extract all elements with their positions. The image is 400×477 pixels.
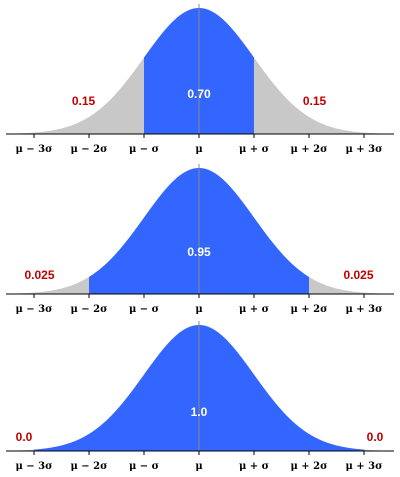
panel-2: μ − 3σ μ − 2σ μ − σ μ μ + σ μ + 2σ μ + 3σ 0.95… xyxy=(6,164,394,315)
panel-3-tick-label: μ − 2σ xyxy=(71,461,108,472)
panel-2-ticks: μ − 3σ μ − 2σ μ − σ μ μ + σ μ + 2σ μ + 3σ xyxy=(16,294,383,315)
panel-1-tick-label: μ − σ xyxy=(129,144,159,155)
panel-3-right-tail-value: 0.0 xyxy=(367,430,384,444)
panel-2-tick-label: μ + 2σ xyxy=(291,304,328,315)
panel-1-tick-label: μ + 2σ xyxy=(291,144,328,155)
panel-2-tick-label: μ − σ xyxy=(129,304,159,315)
panel-3-tick-label: μ + 3σ xyxy=(346,461,383,472)
panel-2-tick-label: μ − 3σ xyxy=(16,304,53,315)
panel-1-tick-label: μ + 3σ xyxy=(346,144,383,155)
panel-1-ticks: μ − 3σ μ − 2σ μ − σ μ μ + σ μ + 2σ μ + 3σ xyxy=(16,134,383,155)
panel-2-tick-label: μ − 2σ xyxy=(71,304,108,315)
panel-1-center-value: 0.70 xyxy=(187,87,211,101)
panel-1-tick-label: μ xyxy=(195,144,202,155)
panel-2-right-tail-value: 0.025 xyxy=(343,268,373,282)
panel-3-tick-label: μ − 3σ xyxy=(16,461,53,472)
panel-3-tick-label: μ − σ xyxy=(129,461,159,472)
panel-3-center-value: 1.0 xyxy=(191,405,208,419)
panel-1-tick-label: μ − 3σ xyxy=(16,144,53,155)
panel-2-tick-label: μ + 3σ xyxy=(346,304,383,315)
panel-3-tick-label: μ xyxy=(195,461,202,472)
panel-3-tick-label: μ + 2σ xyxy=(291,461,328,472)
panel-2-tick-label: μ + σ xyxy=(239,304,269,315)
panel-2-center-value: 0.95 xyxy=(187,245,211,259)
panel-3-left-tail-value: 0.0 xyxy=(16,430,33,444)
panel-2-left-tail-value: 0.025 xyxy=(24,268,54,282)
panel-1-right-tail-value: 0.15 xyxy=(303,94,327,108)
panel-3-tick-label: μ + σ xyxy=(239,461,269,472)
panel-3-ticks: μ − 3σ μ − 2σ μ − σ μ μ + σ μ + 2σ μ + 3σ xyxy=(16,451,383,472)
panel-1-tick-label: μ − 2σ xyxy=(71,144,108,155)
panel-1-left-tail-value: 0.15 xyxy=(72,94,96,108)
panel-1: μ − 3σ μ − 2σ μ − σ μ μ + σ μ + 2σ μ + 3σ 0.70… xyxy=(6,4,394,155)
panel-1-tick-label: μ + σ xyxy=(239,144,269,155)
panel-2-tick-label: μ xyxy=(195,304,202,315)
